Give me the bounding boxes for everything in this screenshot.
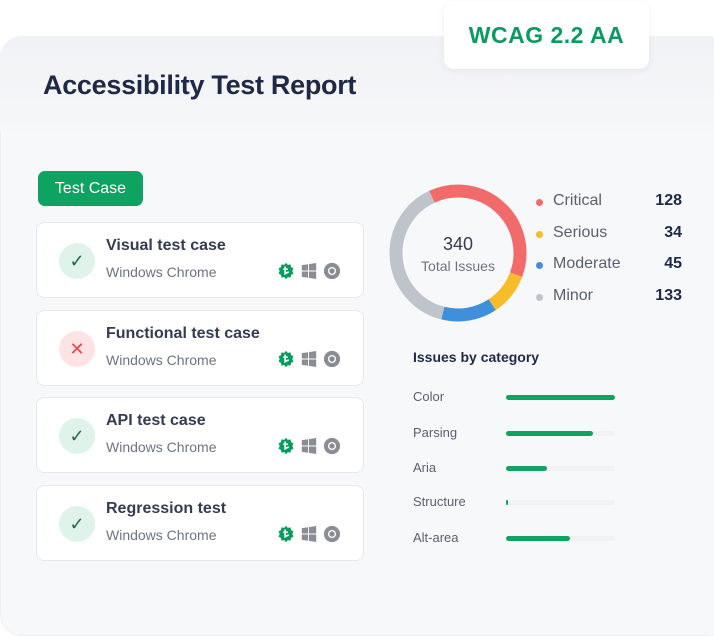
category-row: Alt-area [413,530,623,550]
legend-item-moderate: Moderate 45 [536,253,686,285]
category-label: Parsing [413,425,458,440]
category-row: Structure [413,494,623,514]
check-icon: ✓ [59,418,95,454]
legend-value: 128 [655,192,682,209]
donut-segment-moderate [441,299,496,322]
category-label: Color [413,389,445,404]
category-bar-track [506,395,615,400]
windows-icon [300,262,318,280]
test-case-name: API test case [106,412,206,429]
category-bar-fill [506,395,615,400]
legend-dot [536,230,543,238]
category-title: Issues by category [413,349,540,365]
test-case-card[interactable]: ✓ Visual test case Windows Chrome [36,222,364,298]
donut-segment-critical [429,184,527,278]
category-bar-fill [506,466,548,471]
check-icon: ✓ [59,506,95,542]
page-title: Accessibility Test Report [43,70,357,100]
total-issues-label: Total Issues [421,258,495,274]
chrome-icon [323,350,341,368]
lambdatest-icon [277,437,295,455]
legend-label: Critical [553,192,602,209]
close-icon: ✕ [59,331,95,367]
wcag-badge: WCAG 2.2 AA [444,1,649,69]
category-bar-track [506,466,615,471]
test-case-card[interactable]: ✓ API test case Windows Chrome [36,397,364,473]
donut-segment-minor [389,190,445,320]
legend-dot [536,199,543,206]
windows-icon [300,437,318,455]
chrome-icon [323,437,341,455]
category-label: Aria [413,460,437,475]
legend-value: 133 [655,286,682,304]
test-case-environment: Windows Chrome [106,352,217,368]
category-label: Structure [413,494,466,509]
category-bar-track [506,500,615,505]
severity-legend: Critical 128 Serious 34 Moderate 45 Mino… [536,190,686,316]
test-case-card[interactable]: ✕ Functional test case Windows Chrome [36,310,364,386]
windows-icon [300,350,318,368]
legend-label: Serious [553,223,608,241]
test-case-environment: Windows Chrome [106,527,217,543]
chrome-icon [323,262,341,280]
category-bar-track [506,431,615,436]
category-row: Parsing [413,425,623,445]
category-row: Color [413,389,623,409]
legend-label: Minor [553,286,594,304]
severity-donut-chart [389,184,527,322]
category-label: Alt-area [413,530,459,545]
check-icon: ✓ [59,243,95,279]
test-case-card[interactable]: ✓ Regression test Windows Chrome [36,485,364,561]
test-case-name: Functional test case [106,325,260,342]
test-case-name: Visual test case [106,237,226,254]
legend-value: 34 [664,223,682,241]
lambdatest-icon [277,525,295,543]
total-issues-count: 340 [442,234,474,254]
category-bar-fill [506,536,571,541]
category-bar-fill [506,500,509,505]
test-case-name: Regression test [106,500,227,517]
test-case-environment: Windows Chrome [106,264,217,280]
category-row: Aria [413,460,623,480]
windows-icon [300,525,318,543]
legend-label: Moderate [553,255,621,272]
legend-dot [536,262,543,269]
legend-value: 45 [664,255,682,272]
lambdatest-icon [277,350,295,368]
legend-dot [536,293,543,301]
legend-item-minor: Minor 133 [536,285,686,317]
chrome-icon [323,525,341,543]
test-case-environment: Windows Chrome [106,439,217,455]
category-bar-fill [506,431,594,436]
legend-item-serious: Serious 34 [536,222,686,254]
test-case-button[interactable]: Test Case [38,171,143,206]
lambdatest-icon [277,262,295,280]
donut-segment-serious [488,272,523,311]
category-bar-track [506,536,615,541]
legend-item-critical: Critical 128 [536,190,686,222]
